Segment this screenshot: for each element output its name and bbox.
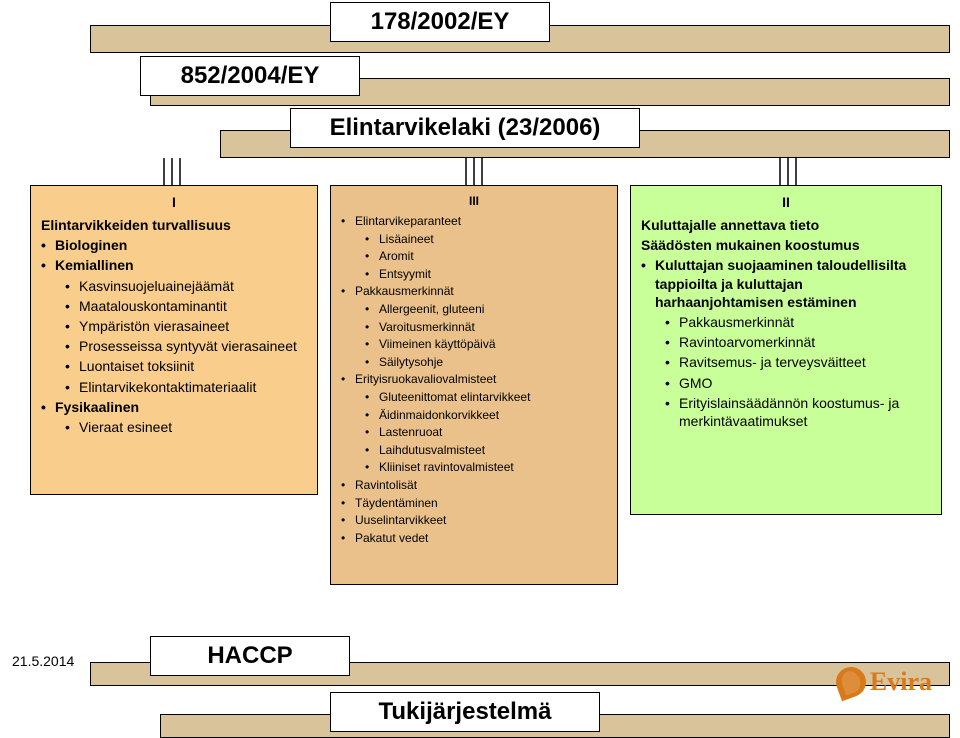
list-item: Elintarvikkeiden turvallisuus — [41, 216, 307, 234]
list-item: •Viimeinen käyttöpäivä — [365, 337, 607, 353]
column-ii: II Kuluttajalle annettava tieto Säädösten… — [630, 185, 942, 515]
list-item: •Ravintoarvomerkinnät — [665, 333, 931, 351]
list-item: •Allergeenit, gluteeni — [365, 302, 607, 318]
list-item: •Vieraat esineet — [65, 418, 307, 436]
label-178: 178/2002/EY — [330, 2, 550, 42]
label-852-text: 852/2004/EY — [181, 62, 320, 90]
list-item: •Fysikaalinen — [41, 398, 307, 416]
list-item: •Elintarvikekontaktimateriaalit — [65, 378, 307, 396]
label-haccp: HACCP — [150, 636, 350, 676]
column-i: I Elintarvikkeiden turvallisuus •Biologin… — [30, 185, 318, 495]
list-item: •Säilytysohje — [365, 355, 607, 371]
list-item: •Erityisruokavaliovalmisteet — [341, 372, 607, 388]
list-item: •Luontaiset toksiinit — [65, 357, 307, 375]
list-item: •Biologinen — [41, 236, 307, 254]
list-item: •Pakkausmerkinnät — [665, 313, 931, 331]
list-item: •Maatalouskontaminantit — [65, 297, 307, 315]
list-item: •Varoitusmerkinnät — [365, 320, 607, 336]
label-852: 852/2004/EY — [140, 56, 360, 96]
list-item: •Ympäristön vierasaineet — [65, 317, 307, 335]
label-haccp-text: HACCP — [207, 642, 292, 670]
list-item: •Täydentäminen — [341, 496, 607, 512]
column-i-title: I — [41, 194, 307, 210]
list-item: •Lisäaineet — [365, 232, 607, 248]
list-item: •Äidinmaidonkorvikkeet — [365, 408, 607, 424]
column-i-body: Elintarvikkeiden turvallisuus •Biologinen… — [41, 216, 307, 436]
list-item: •Erityislainsäädännön koostumus- ja merk… — [665, 394, 931, 430]
date-footer: 21.5.2014 — [12, 653, 74, 669]
list-item: •Pakkausmerkinnät — [341, 284, 607, 300]
leaf-icon — [832, 663, 870, 701]
label-tuki: Tukijärjestelmä — [330, 692, 600, 732]
list-item: •Laihdutusvalmisteet — [365, 443, 607, 459]
list-item: Kuluttajalle annettava tieto — [641, 216, 931, 234]
list-item: •Pakatut vedet — [341, 531, 607, 547]
list-item: •Elintarvikeparanteet — [341, 214, 607, 230]
label-elaki-text: Elintarvikelaki (23/2006) — [330, 114, 601, 142]
list-item: •Gluteenittomat elintarvikkeet — [365, 390, 607, 406]
label-elaki: Elintarvikelaki (23/2006) — [290, 108, 640, 148]
label-178-text: 178/2002/EY — [371, 8, 510, 36]
list-item: Säädösten mukainen koostumus — [641, 236, 931, 254]
list-item: •Aromit — [365, 249, 607, 265]
list-item: •Prosesseissa syntyvät vierasaineet — [65, 337, 307, 355]
list-item: •Uuselintarvikkeet — [341, 513, 607, 529]
evira-logo-text: Evira — [870, 667, 932, 697]
column-iii-body: •Elintarvikeparanteet •Lisäaineet•Aromit •… — [341, 214, 607, 546]
evira-logo: Evira — [836, 667, 932, 697]
column-ii-body: Kuluttajalle annettava tieto Säädösten mu… — [641, 216, 931, 430]
list-item: •Kasvinsuojeluainejäämät — [65, 277, 307, 295]
list-item: •Kemiallinen — [41, 256, 307, 274]
list-item: •GMO — [665, 374, 931, 392]
column-iii: III •Elintarvikeparanteet •Lisäaineet•Aro… — [330, 185, 618, 585]
label-tuki-text: Tukijärjestelmä — [379, 698, 552, 726]
list-item: •Lastenruoat — [365, 425, 607, 441]
list-item: •Ravitsemus- ja terveysväitteet — [665, 353, 931, 371]
column-iii-title: III — [341, 194, 607, 208]
list-item: •Kuluttajan suojaaminen taloudellisilta … — [641, 256, 931, 311]
column-ii-title: II — [641, 194, 931, 210]
list-item: •Entsyymit — [365, 267, 607, 283]
list-item: •Ravintolisät — [341, 478, 607, 494]
list-item: •Kliiniset ravintovalmisteet — [365, 460, 607, 476]
